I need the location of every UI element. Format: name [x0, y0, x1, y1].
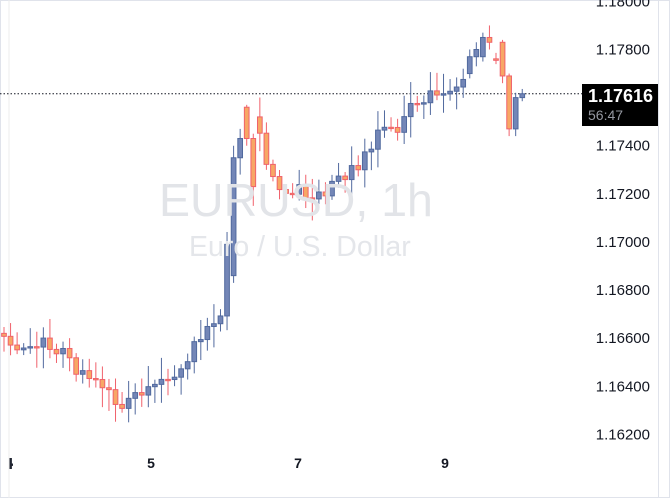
- svg-text:1.17000: 1.17000: [596, 234, 650, 251]
- svg-text:1.16200: 1.16200: [596, 426, 650, 443]
- svg-text:1.18000: 1.18000: [596, 0, 650, 10]
- svg-text:1.17400: 1.17400: [596, 138, 650, 155]
- svg-text:1.16400: 1.16400: [596, 378, 650, 395]
- svg-text:1.17200: 1.17200: [596, 186, 650, 203]
- svg-text:1.17800: 1.17800: [596, 42, 650, 59]
- svg-text:1.16600: 1.16600: [596, 330, 650, 347]
- svg-text:1.16800: 1.16800: [596, 282, 650, 299]
